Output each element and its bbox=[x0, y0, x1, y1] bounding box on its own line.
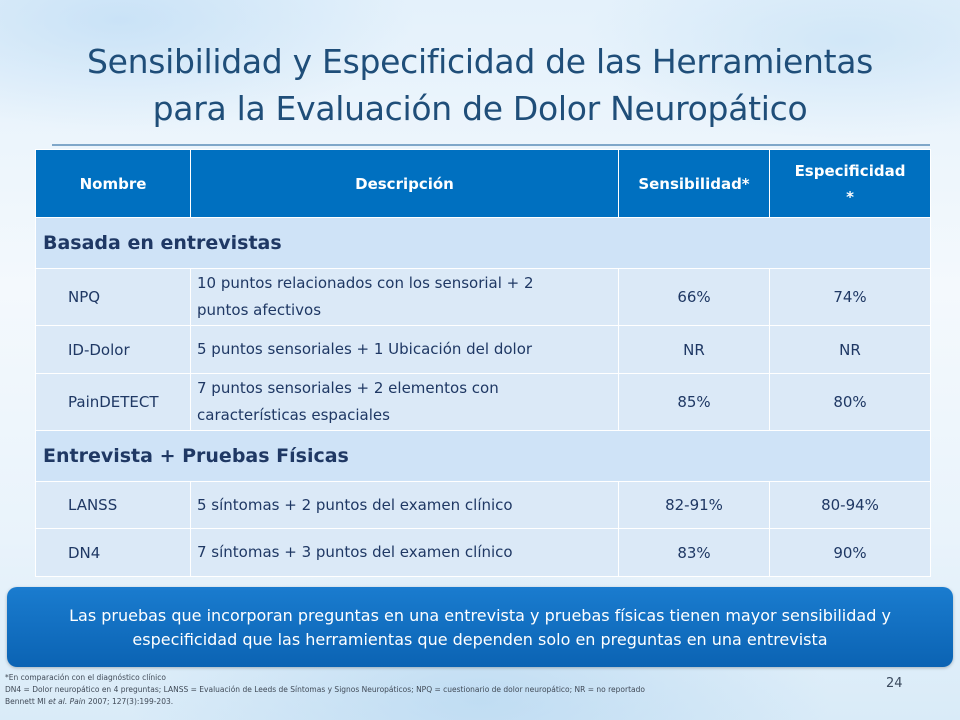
tool-description: 7 puntos sensoriales + 2 elementos con c… bbox=[190, 373, 619, 431]
tool-specificity: NR bbox=[769, 325, 931, 374]
title-line-1: Sensibilidad y Especificidad de las Herr… bbox=[86, 42, 874, 81]
table-row: DN4 7 síntomas + 3 puntos del examen clí… bbox=[35, 528, 931, 577]
header-specificity-line-1: Especificidad bbox=[794, 161, 906, 180]
tool-sensitivity: 85% bbox=[618, 373, 770, 431]
tool-specificity: 74% bbox=[769, 268, 931, 326]
citation-detail: 2007; 127(3):199-203. bbox=[85, 697, 174, 706]
footnote-asterisk: *En comparación con el diagnóstico clíni… bbox=[5, 673, 166, 682]
tool-description: 5 puntos sensoriales + 1 Ubicación del d… bbox=[190, 325, 619, 374]
header-description: Descripción bbox=[190, 149, 619, 218]
footnotes: *En comparación con el diagnóstico clíni… bbox=[5, 672, 865, 708]
tool-name: LANSS bbox=[35, 481, 191, 529]
tool-sensitivity: 66% bbox=[618, 268, 770, 326]
header-name: Nombre bbox=[35, 149, 191, 218]
callout-line-2: especificidad que las herramientas que d… bbox=[132, 630, 828, 649]
tool-name: DN4 bbox=[35, 528, 191, 577]
tool-sensitivity: 83% bbox=[618, 528, 770, 577]
tool-description: 10 puntos relacionados con los sensorial… bbox=[190, 268, 619, 326]
section-label: Basada en entrevistas bbox=[35, 217, 931, 269]
description-line-1: 7 puntos sensoriales + 2 elementos con bbox=[197, 379, 499, 397]
table-header-row: Nombre Descripción Sensibilidad* Especif… bbox=[35, 149, 931, 218]
tool-specificity: 80% bbox=[769, 373, 931, 431]
table-row: ID-Dolor 5 puntos sensoriales + 1 Ubicac… bbox=[35, 325, 931, 374]
tool-specificity: 90% bbox=[769, 528, 931, 577]
tool-description: 5 síntomas + 2 puntos del examen clínico bbox=[190, 481, 619, 529]
section-label: Entrevista + Pruebas Físicas bbox=[35, 430, 931, 482]
page-number: 24 bbox=[886, 676, 903, 691]
title-line-2: para la Evaluación de Dolor Neuropático bbox=[152, 89, 808, 128]
tool-sensitivity: 82-91% bbox=[618, 481, 770, 529]
section-row-interview-physical: Entrevista + Pruebas Físicas bbox=[35, 430, 931, 482]
header-specificity-line-2: * bbox=[846, 187, 854, 206]
table-row: PainDETECT 7 puntos sensoriales + 2 elem… bbox=[35, 373, 931, 431]
table-row: NPQ 10 puntos relacionados con los senso… bbox=[35, 268, 931, 326]
footnote-abbreviations: DN4 = Dolor neuropático en 4 preguntas; … bbox=[5, 685, 645, 694]
tool-name: PainDETECT bbox=[35, 373, 191, 431]
description-line-2: puntos afectivos bbox=[197, 301, 322, 319]
citation-etal: et al. Pain bbox=[48, 697, 86, 706]
header-specificity: Especificidad * bbox=[769, 149, 931, 218]
callout-line-1: Las pruebas que incorporan preguntas en … bbox=[69, 606, 891, 625]
table-row: LANSS 5 síntomas + 2 puntos del examen c… bbox=[35, 481, 931, 529]
header-sensitivity: Sensibilidad* bbox=[618, 149, 770, 218]
description-line-1: 10 puntos relacionados con los sensorial… bbox=[197, 274, 534, 292]
tool-name: NPQ bbox=[35, 268, 191, 326]
tools-table: Nombre Descripción Sensibilidad* Especif… bbox=[35, 149, 931, 577]
tool-name: ID-Dolor bbox=[35, 325, 191, 374]
key-message-callout: Las pruebas que incorporan preguntas en … bbox=[7, 587, 953, 667]
tool-specificity: 80-94% bbox=[769, 481, 931, 529]
citation-author: Bennett MI bbox=[5, 697, 49, 706]
tool-description: 7 síntomas + 3 puntos del examen clínico bbox=[190, 528, 619, 577]
slide-title: Sensibilidad y Especificidad de las Herr… bbox=[20, 38, 940, 132]
description-line-2: características espaciales bbox=[197, 406, 390, 424]
title-divider bbox=[52, 144, 930, 146]
tool-sensitivity: NR bbox=[618, 325, 770, 374]
section-row-interview: Basada en entrevistas bbox=[35, 217, 931, 269]
